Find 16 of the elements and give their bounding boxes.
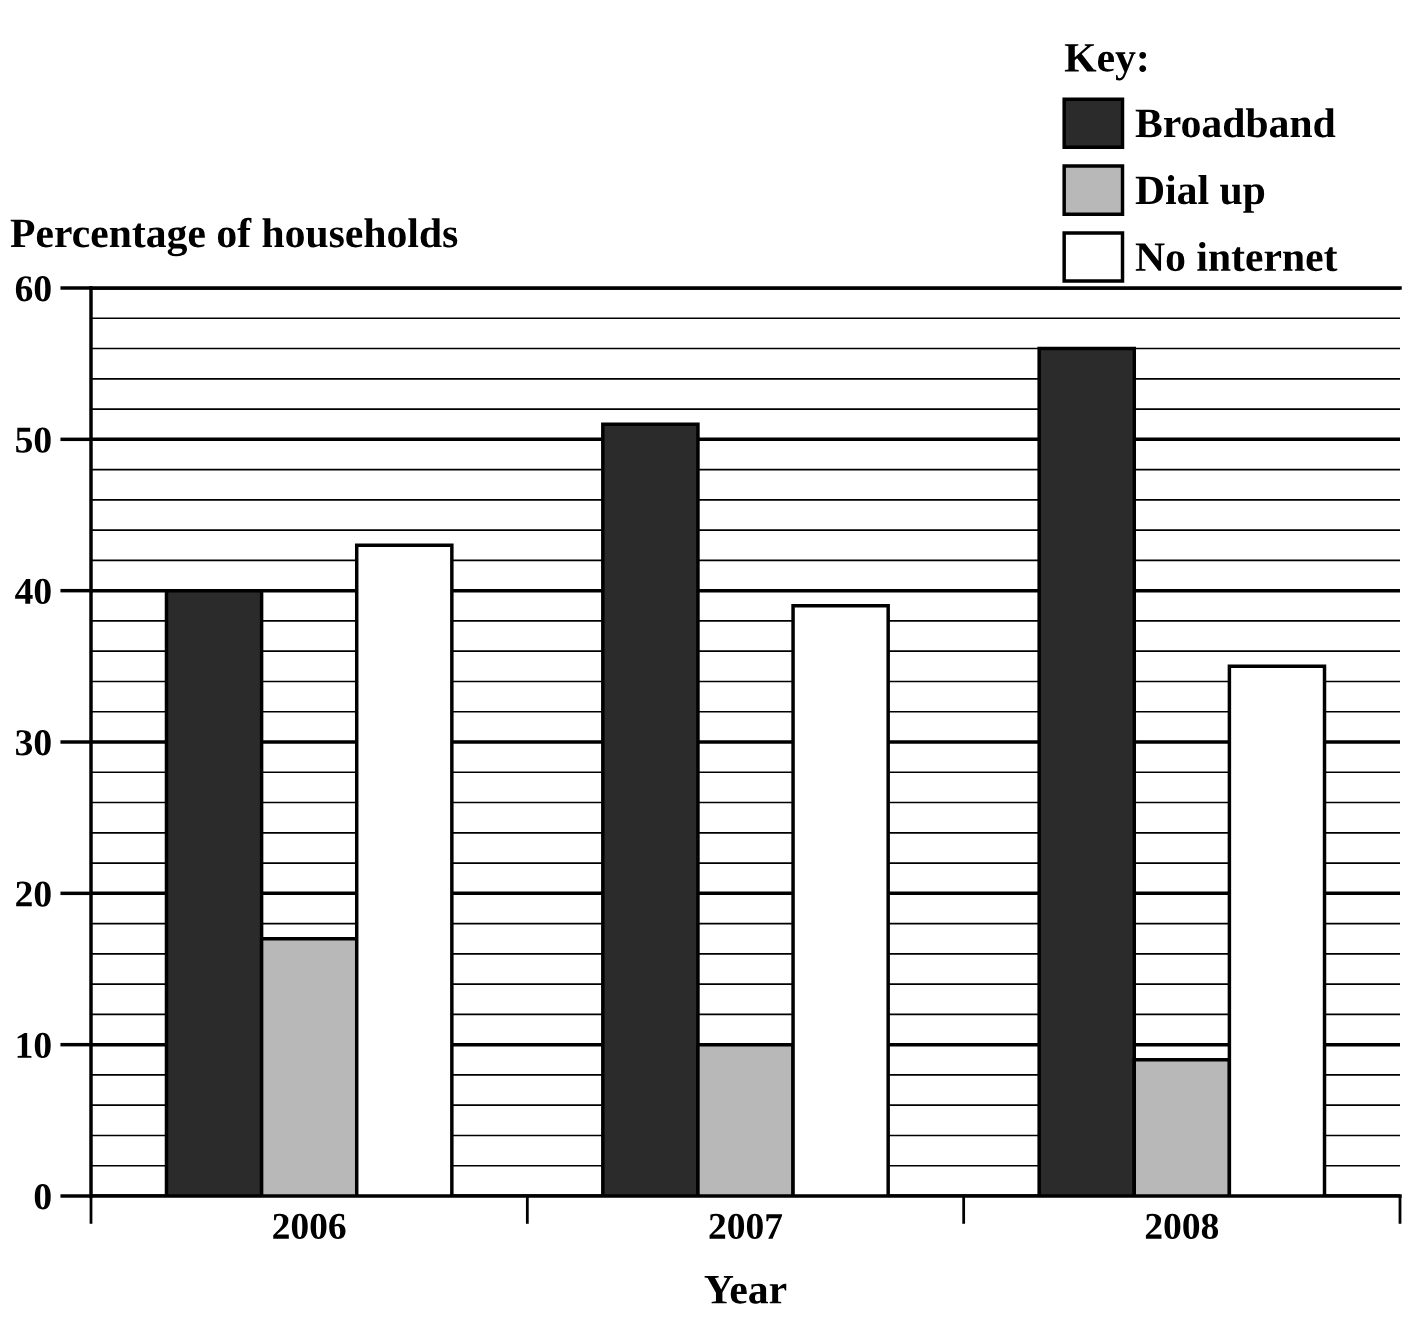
- y-tick-label: 40: [15, 578, 51, 605]
- legend-title: Key:: [1064, 44, 1147, 81]
- y-tick-label: 30: [16, 730, 51, 756]
- legend-label: Broadband: [1135, 108, 1336, 138]
- y-tick-label: 20: [16, 881, 51, 907]
- x-tick-label: 2007: [709, 1213, 783, 1240]
- y-axis-title: Percentage of households: [10, 217, 458, 257]
- y-tick-label: 10: [17, 1032, 51, 1059]
- legend-label: No internet: [1135, 241, 1338, 272]
- y-tick-label: 0: [34, 1184, 51, 1210]
- y-tick-label: 60: [15, 276, 51, 302]
- legend-label: Dial up: [1135, 175, 1265, 213]
- x-tick-label: 2008: [1145, 1213, 1219, 1240]
- y-tick-label: 50: [16, 427, 51, 453]
- x-axis-title: Year: [704, 1276, 787, 1304]
- x-tick-label: 2006: [273, 1213, 346, 1240]
